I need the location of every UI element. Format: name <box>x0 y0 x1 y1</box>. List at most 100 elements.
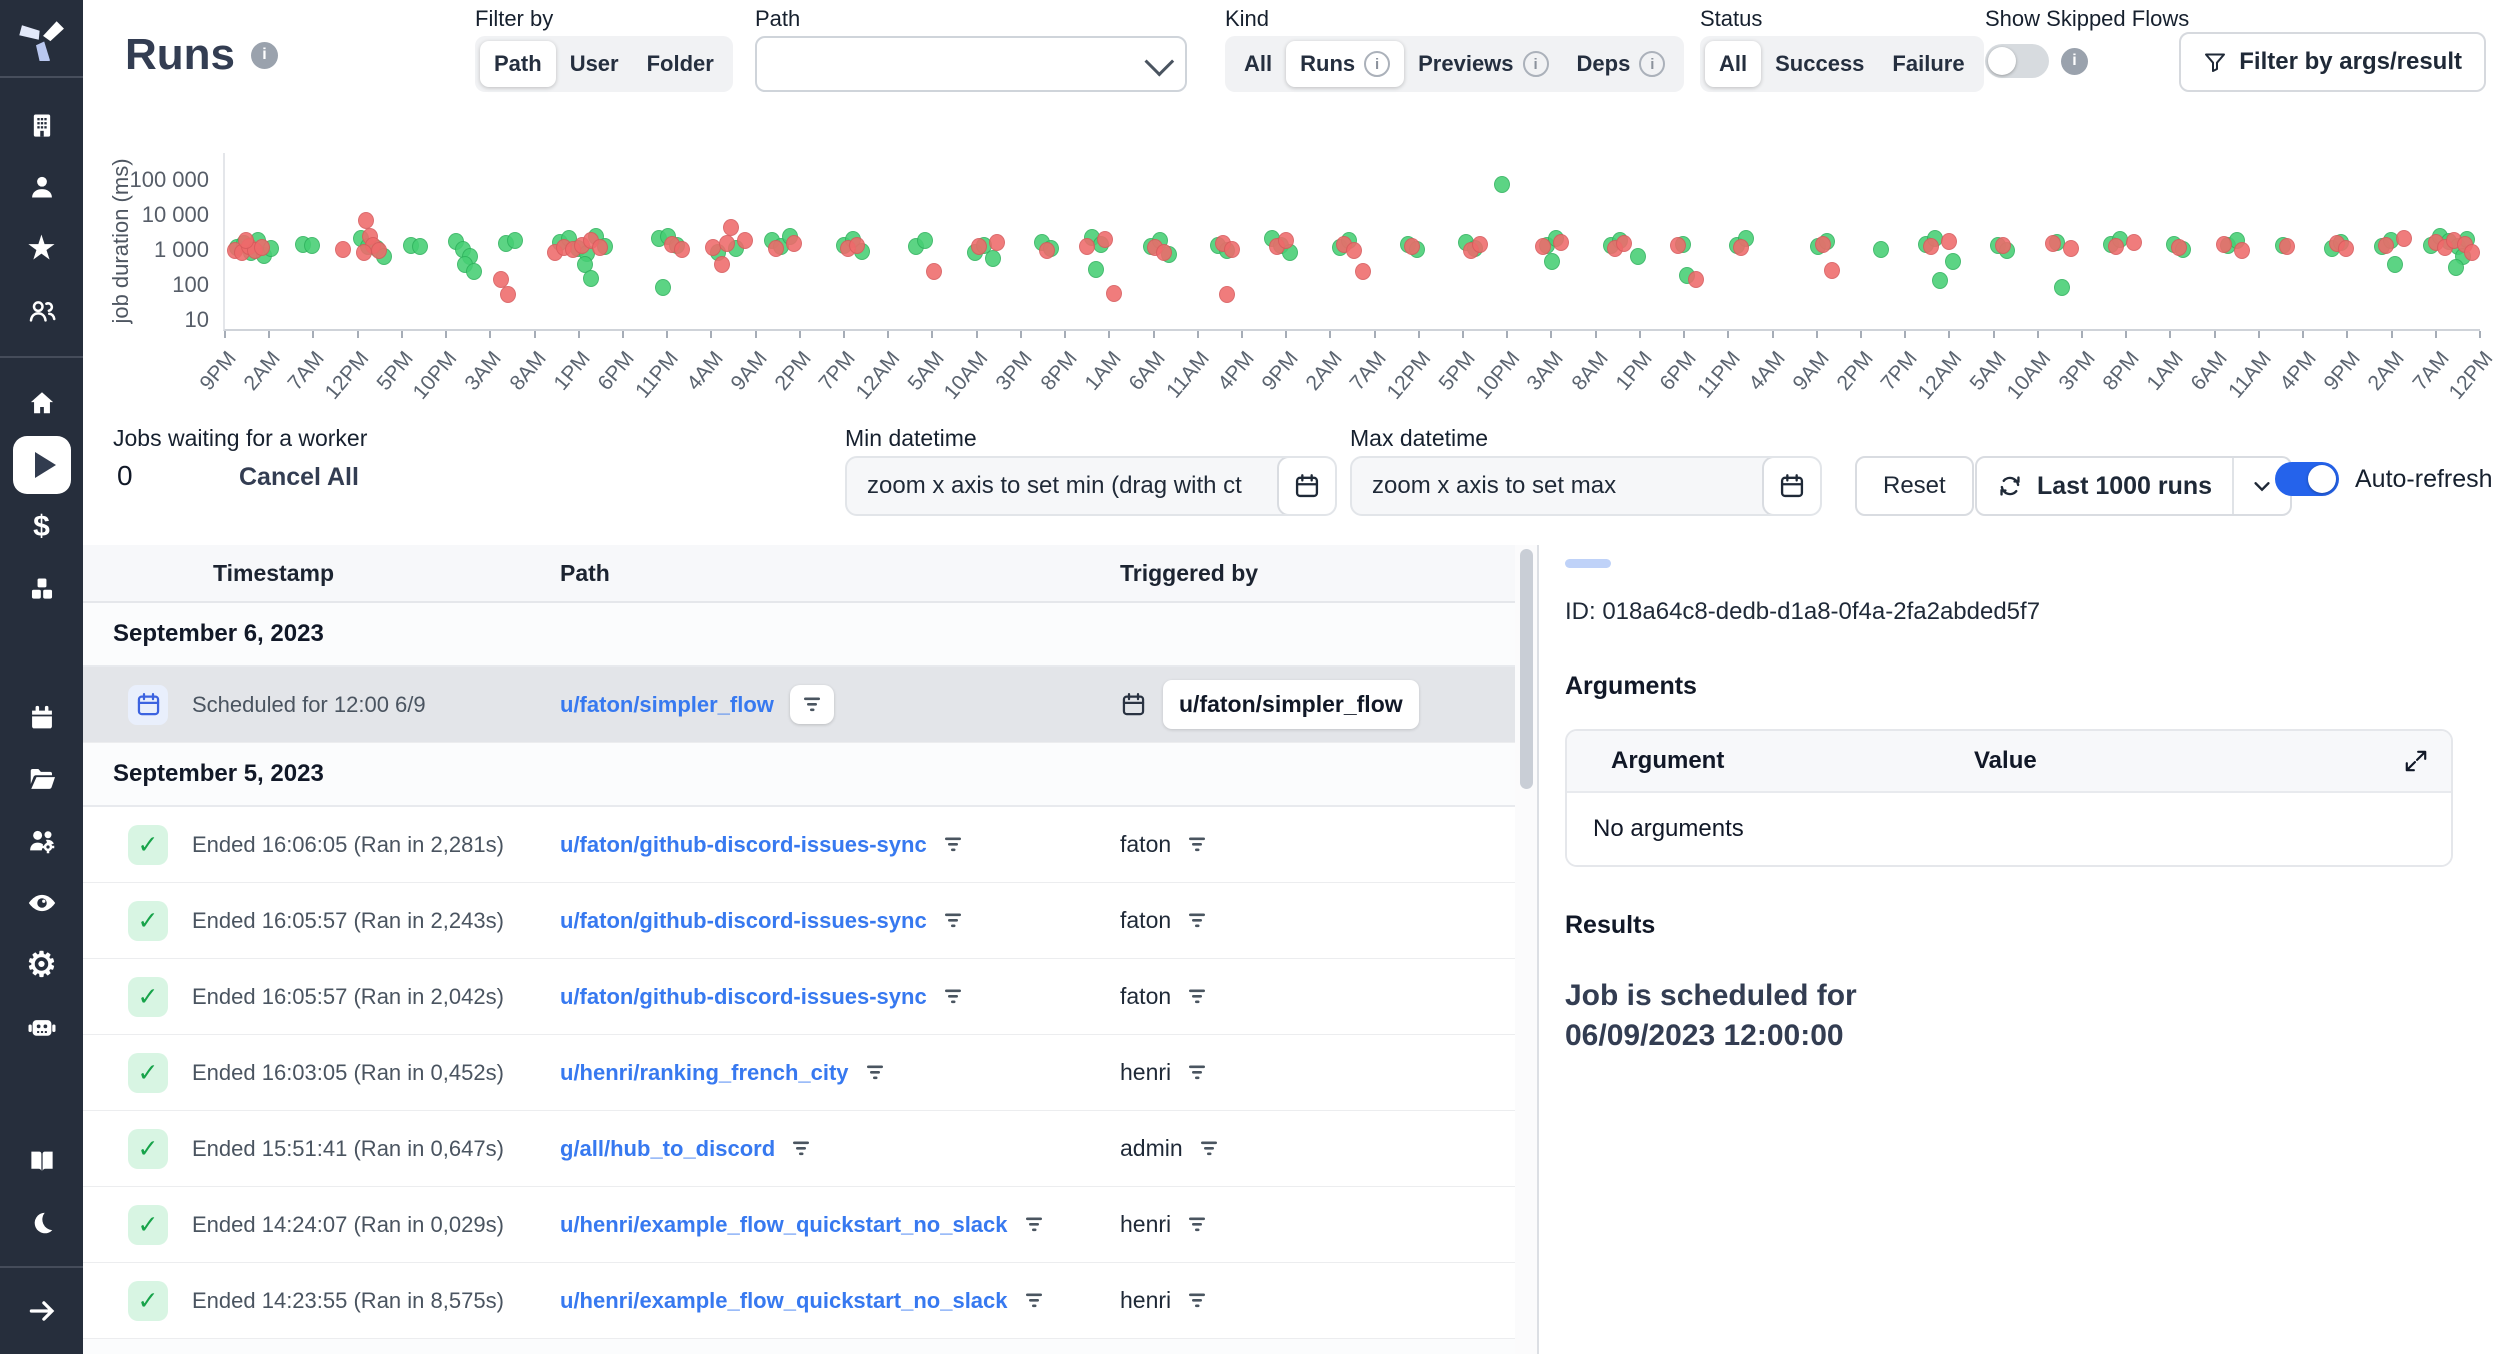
filter-by-path-button[interactable] <box>943 835 963 854</box>
kind-previews-option[interactable]: Previews <box>1404 41 1562 87</box>
book-icon[interactable] <box>13 1132 71 1190</box>
max-datetime-input[interactable]: zoom x axis to set max <box>1350 456 1822 516</box>
run-dot-success <box>1931 271 1948 289</box>
run-path-link[interactable]: u/henri/ranking_french_city <box>560 1059 849 1085</box>
runs-kind-info-icon[interactable] <box>1364 51 1391 77</box>
run-path-link[interactable]: g/all/hub_to_discord <box>560 1135 776 1161</box>
robot-icon[interactable] <box>13 998 71 1056</box>
filter-by-path-button[interactable] <box>789 685 834 724</box>
filter-by-path-option[interactable]: Path <box>480 41 556 87</box>
filter-by-user-button[interactable] <box>1187 835 1207 854</box>
gear-icon[interactable]: ⚙ <box>26 946 57 984</box>
max-datetime-calendar-button[interactable] <box>1762 458 1820 514</box>
x-tick-mark <box>400 331 403 338</box>
filter-by-user-button[interactable] <box>1187 987 1207 1006</box>
workers-icon[interactable] <box>13 812 71 870</box>
folder-icon[interactable] <box>13 750 71 808</box>
run-dot-failure <box>1277 232 1294 250</box>
triggered-by-name: faton <box>1120 983 1172 1009</box>
run-dot-failure <box>718 234 735 252</box>
kind-runs-option[interactable]: Runs <box>1286 41 1405 87</box>
home-icon[interactable] <box>13 374 71 432</box>
run-row[interactable]: ✓ Ended 16:06:05 (Ran in 2,281s) u/faton/g… <box>83 807 1537 883</box>
x-tick-mark <box>2479 331 2481 338</box>
kind-deps-option[interactable]: Deps <box>1563 41 1680 87</box>
x-tick-mark <box>2390 331 2393 338</box>
dollar-icon[interactable]: $ <box>33 510 50 543</box>
filter-args-button[interactable]: Filter by args/result <box>2179 32 2486 92</box>
run-dot-failure <box>499 285 516 303</box>
filter-by-path-button[interactable] <box>865 1063 885 1082</box>
calendar-nav-icon[interactable] <box>13 688 71 746</box>
filter-by-path-button[interactable] <box>943 911 963 930</box>
filter-by-path-button[interactable] <box>791 1139 811 1158</box>
run-dot-failure <box>254 239 271 257</box>
filter-by-user-button[interactable] <box>1199 1139 1219 1158</box>
auto-refresh-toggle[interactable] <box>2275 462 2339 496</box>
kind-all-option[interactable]: All <box>1244 51 1273 76</box>
filter-by-user-button[interactable] <box>1187 911 1207 930</box>
success-icon: ✓ <box>128 824 168 865</box>
arrow-right-icon[interactable] <box>13 1282 71 1340</box>
moon-icon[interactable] <box>13 1194 71 1252</box>
run-timestamp: Ended 16:05:57 (Ran in 2,243s) <box>192 907 504 933</box>
run-row[interactable]: ✓ Ended 16:05:57 (Ran in 2,243s) u/faton/g… <box>83 883 1537 959</box>
x-tick-mark <box>931 331 934 338</box>
calendar-icon <box>1295 474 1319 498</box>
star-icon[interactable]: ★ <box>28 232 55 265</box>
success-icon: ✓ <box>128 1280 168 1321</box>
cancel-all-button[interactable]: Cancel All <box>233 462 365 493</box>
building-icon[interactable] <box>13 96 71 154</box>
refresh-runs-button[interactable]: Last 1000 runs <box>1977 458 2235 514</box>
filter-by-folder-option[interactable]: Folder <box>646 51 714 76</box>
min-datetime-calendar-button[interactable] <box>1277 458 1335 514</box>
last-runs-dropdown-button[interactable] <box>2234 458 2290 514</box>
min-datetime-input[interactable]: zoom x axis to set min (drag with ct <box>845 456 1337 516</box>
user-icon[interactable] <box>13 158 71 216</box>
run-row[interactable]: Scheduled for 12:00 6/9 u/faton/simpler_f… <box>83 667 1537 743</box>
run-row[interactable]: ✓ Ended 15:51:41 (Ran in 0,647s) g/all/hub… <box>83 1111 1537 1187</box>
run-row[interactable]: ✓ Ended 16:03:05 (Ran in 0,452s) u/henri/r… <box>83 1035 1537 1111</box>
status-success-option[interactable]: Success <box>1775 51 1865 76</box>
cubes-icon[interactable] <box>13 560 71 618</box>
path-select[interactable] <box>755 36 1187 92</box>
filter-by-user-button[interactable] <box>1187 1215 1207 1234</box>
run-path-link[interactable]: u/faton/github-discord-issues-sync <box>560 983 927 1009</box>
scrollbar-thumb[interactable] <box>1520 549 1533 789</box>
windmill-logo[interactable] <box>0 0 83 78</box>
eye-icon[interactable] <box>13 874 71 932</box>
run-row[interactable]: ✓ Ended 14:24:07 (Ran in 0,029s) u/henri/e… <box>83 1187 1537 1263</box>
x-tick-mark <box>754 331 757 338</box>
run-path-link[interactable]: u/faton/github-discord-issues-sync <box>560 831 927 857</box>
users-icon[interactable] <box>13 282 71 340</box>
filter-by-path-button[interactable] <box>943 987 963 1006</box>
chart-plot[interactable] <box>223 153 2481 338</box>
filter-by-user-button[interactable] <box>1187 1063 1207 1082</box>
run-path-link[interactable]: u/henri/example_flow_quickstart_no_slack <box>560 1287 1008 1313</box>
run-dot-failure <box>2279 238 2296 256</box>
runs-info-icon[interactable] <box>251 41 278 69</box>
reset-button[interactable]: Reset <box>1855 456 1974 516</box>
filter-by-path-button[interactable] <box>1024 1291 1044 1310</box>
deps-info-icon[interactable] <box>1639 51 1666 77</box>
run-dot-failure <box>1823 261 1840 279</box>
show-skipped-toggle[interactable] <box>1985 44 2049 78</box>
run-row[interactable]: ✓ Ended 16:05:57 (Ran in 2,042s) u/faton/g… <box>83 959 1537 1035</box>
runs-nav-icon[interactable] <box>12 436 71 494</box>
show-skipped-info-icon[interactable] <box>2061 47 2088 75</box>
filter-by-path-button[interactable] <box>1024 1215 1044 1234</box>
filter-by-user-button[interactable] <box>1187 1291 1207 1310</box>
run-path-link[interactable]: u/faton/simpler_flow <box>560 691 774 717</box>
status-all-option[interactable]: All <box>1705 41 1762 87</box>
run-path-link[interactable]: u/faton/github-discord-issues-sync <box>560 907 927 933</box>
run-dot-failure <box>736 231 753 249</box>
run-path-link[interactable]: u/henri/example_flow_quickstart_no_slack <box>560 1211 1008 1237</box>
refresh-icon <box>2000 476 2020 496</box>
filter-by-user-option[interactable]: User <box>569 51 619 76</box>
run-row[interactable]: ✓ Ended 14:23:55 (Ran in 8,575s) u/henri/e… <box>83 1263 1537 1339</box>
previews-info-icon[interactable] <box>1522 51 1549 77</box>
run-timestamp: Ended 16:06:05 (Ran in 2,281s) <box>192 831 504 857</box>
status-failure-option[interactable]: Failure <box>1892 51 1965 76</box>
x-tick-mark <box>1815 331 1818 338</box>
expand-icon[interactable] <box>2381 748 2451 774</box>
